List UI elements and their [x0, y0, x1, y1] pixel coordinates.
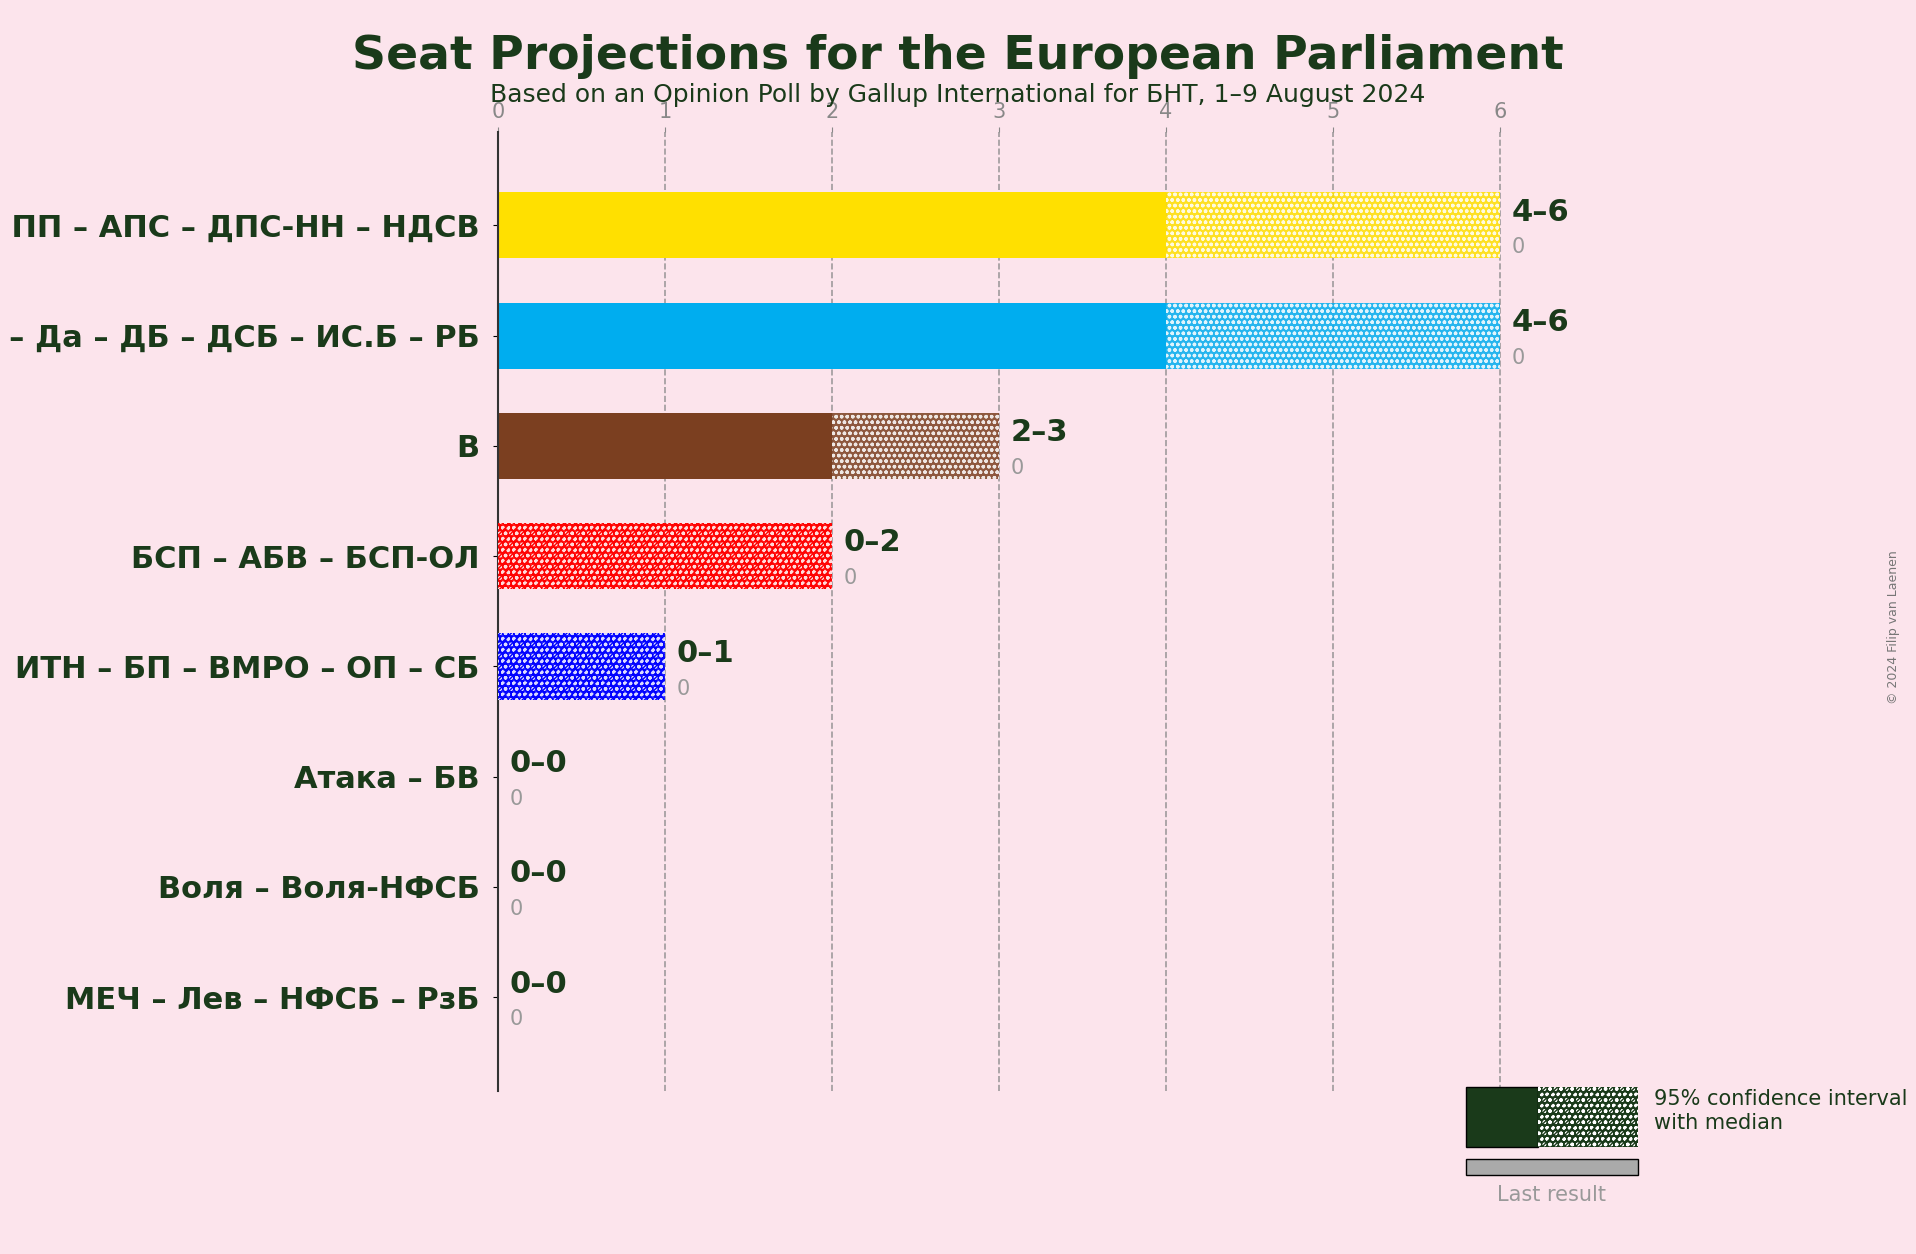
- Text: 95% confidence interval
with median: 95% confidence interval with median: [1654, 1090, 1906, 1132]
- Text: 0: 0: [1512, 237, 1525, 257]
- Text: 0: 0: [510, 789, 523, 809]
- Bar: [498, 413, 832, 479]
- Text: 0: 0: [510, 899, 523, 919]
- Bar: [498, 633, 665, 700]
- Text: 2–3: 2–3: [1012, 418, 1069, 448]
- Text: 0–0: 0–0: [510, 969, 567, 998]
- Text: 0: 0: [1512, 347, 1525, 367]
- Text: Last result: Last result: [1498, 1185, 1606, 1205]
- Text: © 2024 Filip van Laenen: © 2024 Filip van Laenen: [1887, 551, 1899, 703]
- Bar: [1167, 192, 1500, 258]
- Text: 0: 0: [676, 678, 690, 698]
- Bar: [498, 633, 665, 700]
- Text: 0–0: 0–0: [510, 859, 567, 888]
- Bar: [498, 302, 1167, 369]
- Bar: [498, 523, 832, 589]
- Text: 0–0: 0–0: [510, 749, 567, 777]
- Bar: [498, 523, 832, 589]
- Bar: [498, 523, 832, 589]
- Text: 0–1: 0–1: [676, 638, 734, 667]
- Text: 4–6: 4–6: [1512, 308, 1569, 337]
- Bar: [498, 192, 1167, 258]
- Text: 0: 0: [1012, 458, 1023, 478]
- Bar: [1167, 302, 1500, 369]
- Text: 0: 0: [843, 568, 856, 588]
- Text: Seat Projections for the European Parliament: Seat Projections for the European Parlia…: [353, 34, 1563, 79]
- Bar: [498, 633, 665, 700]
- Text: 0–2: 0–2: [843, 528, 901, 558]
- Text: Based on an Opinion Poll by Gallup International for БНТ, 1–9 August 2024: Based on an Opinion Poll by Gallup Inter…: [490, 83, 1426, 108]
- Bar: [832, 413, 998, 479]
- Text: 0: 0: [510, 1009, 523, 1030]
- Text: 4–6: 4–6: [1512, 198, 1569, 227]
